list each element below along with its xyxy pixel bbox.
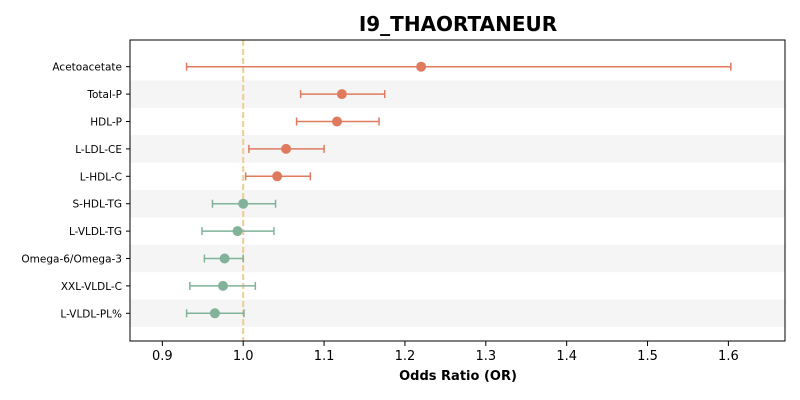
plot-frame [129,39,786,342]
x-tick-label: 1.6 [718,349,739,364]
y-tick-label: Total-P [86,89,122,101]
row-band [130,80,785,108]
or-point [209,308,220,319]
y-axis-ticks: Acetoacetate Total-P HDL-P L-LDL-CE L-HDL-C S… [21,62,130,320]
or-point [217,280,228,291]
x-axis-ticks: 0.9 1.0 1.1 1.2 1.3 1.4 1.5 1.6 [152,341,739,364]
or-point [238,198,249,209]
x-tick-label: 1.0 [233,349,254,364]
y-tick-label: Acetoacetate [52,62,122,74]
chart-marks [185,61,732,319]
y-tick-label: L-VLDL-PL% [60,308,122,320]
x-tick-label: 1.3 [475,349,496,364]
or-point [281,143,292,154]
or-point [232,226,243,237]
or-point [332,116,343,127]
y-tick-label: L-HDL-C [80,171,122,183]
or-point [336,89,347,100]
x-tick-label: 1.4 [556,349,577,364]
y-tick-label: S-HDL-TG [73,199,122,211]
or-point [416,61,427,72]
or-point [272,171,283,182]
y-tick-label: L-LDL-CE [75,144,122,156]
or-point [219,253,230,264]
y-tick-label: L-VLDL-TG [69,226,122,238]
x-tick-label: 1.1 [314,349,335,364]
y-tick-label: Omega-6/Omega-3 [21,254,122,266]
y-tick-label: HDL-P [90,117,122,129]
x-tick-label: 1.5 [637,349,658,364]
x-tick-label: 1.2 [395,349,416,364]
x-axis-label: Odds Ratio (OR) [399,369,517,384]
row-band [130,135,785,163]
y-tick-label: XXL-VLDL-C [61,281,122,293]
chart-title: I9_THAORTANEUR [359,12,557,36]
x-tick-label: 0.9 [152,349,173,364]
